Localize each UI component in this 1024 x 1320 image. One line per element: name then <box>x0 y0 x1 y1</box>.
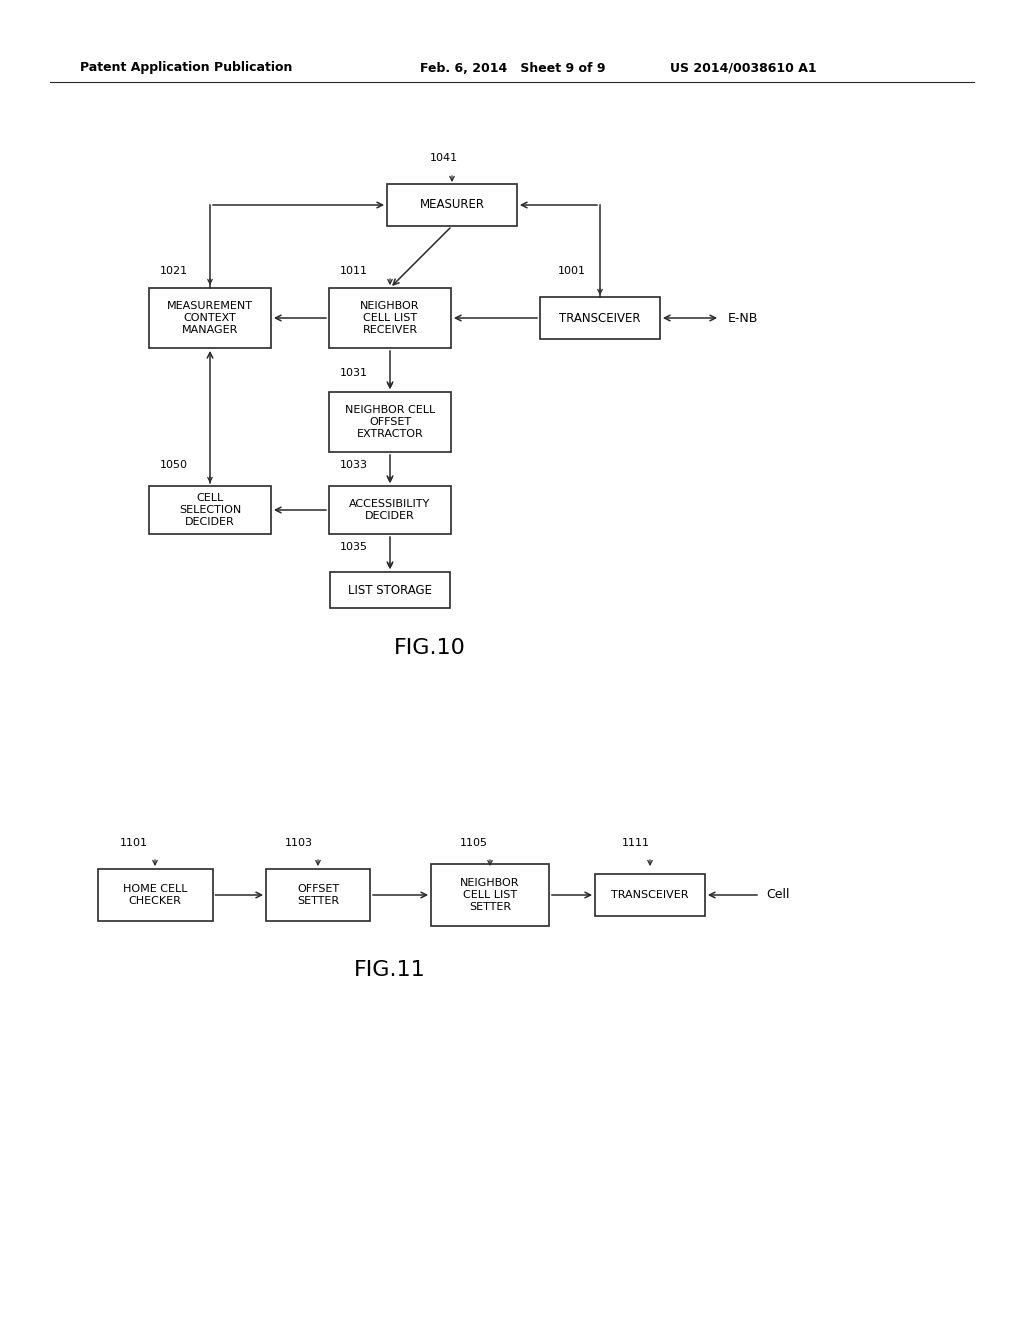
Text: FIG.11: FIG.11 <box>354 960 426 979</box>
Text: MEASUREMENT
CONTEXT
MANAGER: MEASUREMENT CONTEXT MANAGER <box>167 301 253 335</box>
Text: 1105: 1105 <box>460 838 488 847</box>
Text: ACCESSIBILITY
DECIDER: ACCESSIBILITY DECIDER <box>349 499 431 521</box>
Bar <box>431 865 549 927</box>
Bar <box>387 183 517 226</box>
Text: 1011: 1011 <box>340 267 368 276</box>
Text: TRANSCEIVER: TRANSCEIVER <box>559 312 641 325</box>
Text: 1035: 1035 <box>340 543 368 552</box>
Text: HOME CELL
CHECKER: HOME CELL CHECKER <box>123 884 187 906</box>
Bar <box>595 874 705 916</box>
Text: 1031: 1031 <box>340 368 368 378</box>
Text: CELL
SELECTION
DECIDER: CELL SELECTION DECIDER <box>179 492 241 527</box>
Text: 1101: 1101 <box>120 838 148 847</box>
Text: OFFSET
SETTER: OFFSET SETTER <box>297 884 339 906</box>
Text: 1001: 1001 <box>558 267 586 276</box>
Bar <box>150 288 271 348</box>
Text: NEIGHBOR
CELL LIST
RECEIVER: NEIGHBOR CELL LIST RECEIVER <box>360 301 420 335</box>
Bar <box>329 486 451 535</box>
Text: Feb. 6, 2014   Sheet 9 of 9: Feb. 6, 2014 Sheet 9 of 9 <box>420 62 605 74</box>
Text: NEIGHBOR CELL
OFFSET
EXTRACTOR: NEIGHBOR CELL OFFSET EXTRACTOR <box>345 405 435 440</box>
Text: MEASURER: MEASURER <box>420 198 484 211</box>
Text: 1050: 1050 <box>160 459 188 470</box>
Bar <box>150 486 271 535</box>
Text: FIG.10: FIG.10 <box>394 638 466 657</box>
Text: 1021: 1021 <box>160 267 188 276</box>
Text: 1111: 1111 <box>622 838 650 847</box>
Text: NEIGHBOR
CELL LIST
SETTER: NEIGHBOR CELL LIST SETTER <box>460 878 520 912</box>
Bar <box>540 297 660 339</box>
Text: 1041: 1041 <box>430 153 458 162</box>
Bar <box>329 392 451 451</box>
Bar <box>330 572 450 609</box>
Bar <box>266 869 370 921</box>
Text: Cell: Cell <box>766 888 790 902</box>
Text: Patent Application Publication: Patent Application Publication <box>80 62 293 74</box>
Text: 1103: 1103 <box>285 838 313 847</box>
Text: E-NB: E-NB <box>728 312 759 325</box>
Bar <box>329 288 451 348</box>
Text: US 2014/0038610 A1: US 2014/0038610 A1 <box>670 62 816 74</box>
Text: LIST STORAGE: LIST STORAGE <box>348 583 432 597</box>
Text: TRANSCEIVER: TRANSCEIVER <box>611 890 689 900</box>
Text: 1033: 1033 <box>340 459 368 470</box>
Bar <box>97 869 213 921</box>
